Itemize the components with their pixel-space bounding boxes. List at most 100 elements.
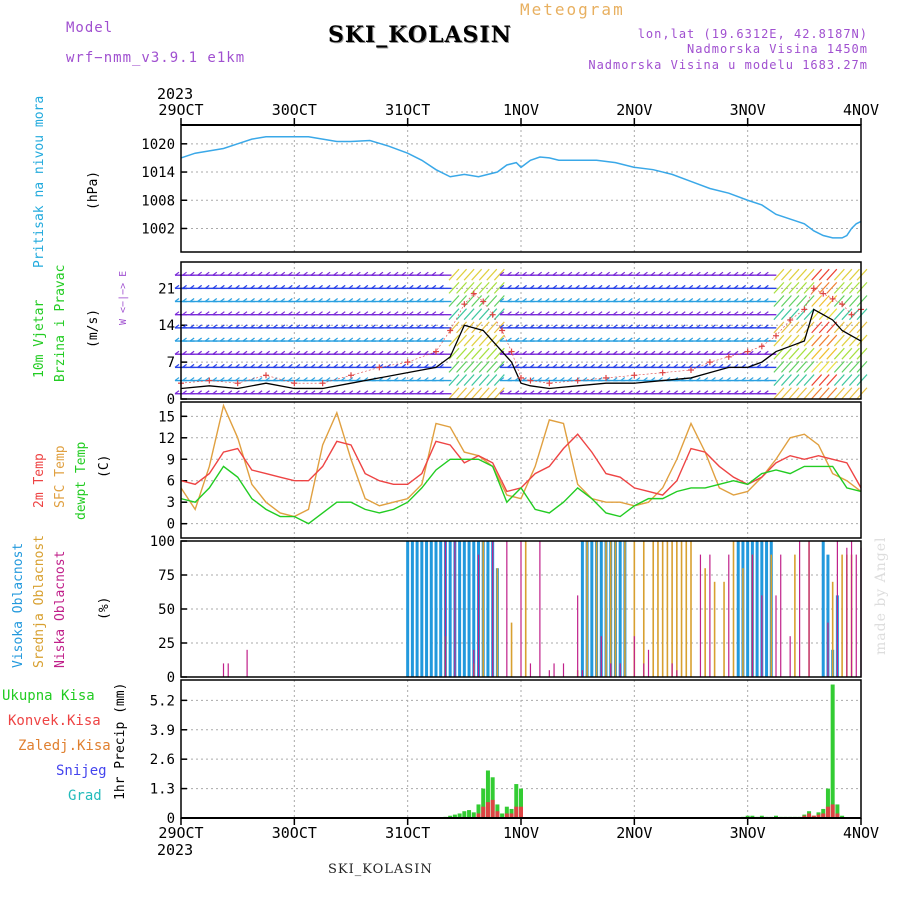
wind-barb	[552, 390, 558, 395]
wind-barb	[471, 295, 483, 307]
wind-barb	[643, 271, 648, 276]
wind-barb	[818, 334, 830, 347]
wind-barb	[287, 311, 293, 316]
wind-barb	[718, 337, 724, 342]
wind-barb	[272, 311, 278, 316]
wind-barb	[212, 311, 218, 316]
lonlat-label: lon,lat (19.6312E, 42.8187N)	[637, 27, 868, 41]
wind-barb	[741, 311, 747, 316]
wind-barb	[340, 390, 346, 395]
wind-barb	[431, 284, 437, 289]
wind-barb	[493, 281, 505, 294]
temp-unit-label: (C)	[97, 455, 112, 478]
chart-marks: 1002100810141020071421036912150255075100…	[141, 101, 879, 842]
wind-barb	[559, 324, 565, 329]
wind-barb	[401, 271, 407, 276]
wind-barb	[448, 281, 460, 294]
wind-barb	[303, 298, 308, 302]
wind-barb	[856, 360, 868, 373]
wind-barb	[212, 390, 218, 395]
wind-barb	[522, 350, 527, 355]
wind-barb	[197, 390, 203, 395]
wind-barb	[695, 271, 701, 276]
wind-barb	[471, 374, 483, 386]
precip-total-bar	[457, 813, 462, 818]
wind-barb	[393, 350, 399, 355]
wind-barb	[348, 298, 354, 302]
wind-barb	[197, 377, 203, 382]
wind-barb	[204, 390, 210, 395]
wind-barb	[287, 337, 293, 342]
wind-barb	[408, 298, 414, 302]
wind-barb	[544, 271, 550, 276]
wind-barb	[386, 284, 391, 289]
wind-barb	[182, 377, 187, 382]
precip-conv-bar	[825, 806, 830, 818]
wind-barb	[363, 298, 369, 302]
precip-conv-bar	[816, 814, 821, 818]
wind-barb	[756, 337, 762, 342]
wind-barb	[499, 324, 505, 329]
wind-barb	[318, 311, 323, 316]
wind-barb	[431, 390, 437, 395]
wind-barb	[597, 298, 603, 302]
x-tick-label-top: 31OCT	[385, 101, 430, 119]
precip-conv-bar	[495, 811, 500, 818]
wind-barb	[257, 337, 263, 342]
wind-barb	[620, 324, 626, 329]
wind-barb	[295, 298, 301, 302]
wind-barb	[711, 311, 716, 316]
wind-barb	[514, 350, 520, 355]
wind-barb	[378, 337, 384, 342]
wind-barb	[733, 271, 739, 276]
wind-barb	[386, 390, 391, 395]
wind-barb	[552, 337, 558, 342]
wind-barb	[456, 295, 467, 307]
wind-barb	[340, 271, 346, 276]
wind-barb	[529, 298, 535, 302]
wind-barb	[189, 350, 195, 355]
precip-freezing-label: Zaledj.Kisa	[18, 738, 111, 754]
wind-barb	[280, 337, 286, 342]
wind-barb	[688, 390, 694, 395]
wind-barb	[182, 311, 187, 316]
wind-barb	[856, 374, 868, 386]
wind-barb	[849, 295, 860, 307]
wind-barb	[182, 284, 187, 289]
wind-barb	[718, 350, 724, 355]
x-tick-label-top: 2NOV	[616, 101, 652, 119]
wind-barb	[295, 377, 301, 382]
wind-barb	[833, 360, 845, 373]
wind-barb	[280, 324, 286, 329]
wind-barb	[456, 268, 467, 281]
wind-barb	[773, 347, 785, 360]
wind-barb	[582, 390, 588, 395]
wind-barb	[363, 324, 369, 329]
wind-barb	[529, 390, 535, 395]
wind-barb	[393, 298, 399, 302]
wind-barb	[416, 298, 422, 302]
wind-barb	[363, 390, 369, 395]
wind-barb	[833, 281, 845, 294]
wind-barb	[620, 271, 626, 276]
wind-barb	[796, 387, 807, 400]
wind-barb	[310, 363, 316, 368]
wind-barb	[423, 390, 429, 395]
wind-barb	[242, 377, 248, 382]
precip-total-bar	[835, 804, 840, 818]
wind-barb	[635, 284, 641, 289]
wind-barb	[272, 298, 278, 302]
wind-barb	[325, 377, 331, 382]
wind-barb	[235, 377, 240, 382]
wind-barb	[448, 334, 460, 347]
wind-barb	[773, 295, 785, 307]
wind-barb	[803, 281, 815, 294]
wind-barb	[423, 298, 429, 302]
wind-barb	[371, 337, 376, 342]
wind-barb	[627, 324, 633, 329]
wind-barb	[303, 390, 308, 395]
wind-barb	[471, 360, 483, 373]
temp2m-axis-label: 2m Temp	[32, 453, 47, 508]
wind-barb	[250, 298, 255, 302]
precip-conv-bar	[830, 804, 835, 818]
